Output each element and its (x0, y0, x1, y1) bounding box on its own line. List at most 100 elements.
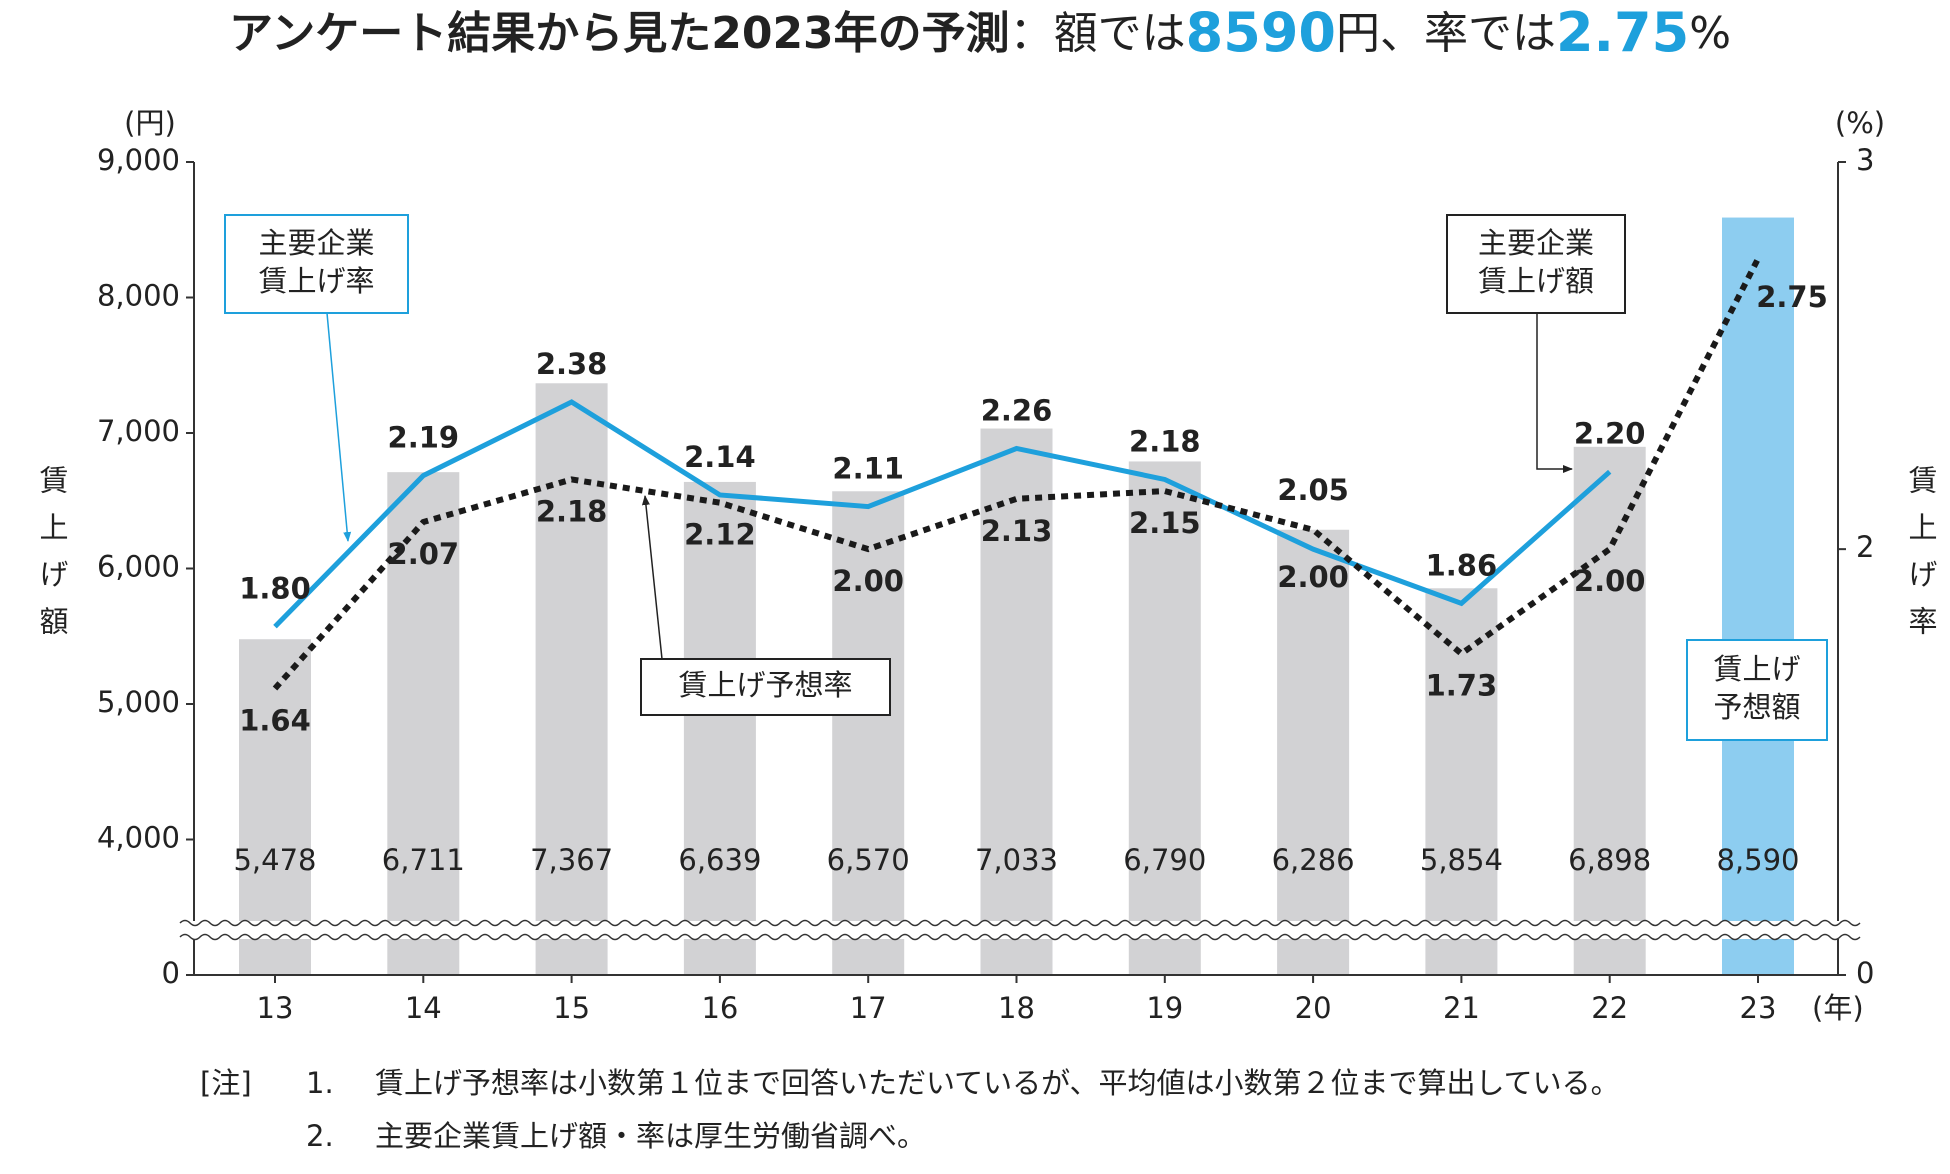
line-value-label: 2.75 (1756, 280, 1828, 314)
y2-tick-label: 3 (1856, 143, 1874, 177)
x-tick-label: 13 (257, 991, 294, 1025)
y2-unit: (%) (1835, 106, 1885, 140)
notes-label: [注] (200, 1066, 252, 1100)
line-value-label: 1.86 (1426, 548, 1498, 582)
legend-label: 主要企業 (258, 226, 374, 260)
x-tick-label: 18 (998, 991, 1035, 1025)
legend-label: 賃上げ額 (1478, 264, 1594, 298)
bar (1277, 529, 1350, 975)
bar (1128, 461, 1201, 976)
note-text: 主要企業賃上げ額・率は厚生労働省調べ。 (375, 1119, 926, 1153)
title-part: アンケート結果から見た2023年の予測 (229, 8, 1010, 59)
legend-label: 主要企業 (1478, 226, 1594, 260)
line (273, 399, 1612, 629)
bar-value-label: 7,367 (530, 843, 613, 877)
line-value-label: 2.00 (832, 564, 904, 598)
chart-title: アンケート結果から見た2023年の予測：額では8590円、率では2.75% (229, 1, 1731, 64)
y-tick-label: 0 (162, 956, 180, 990)
y-tick-label: 4,000 (97, 821, 180, 855)
note-number: 1. (306, 1066, 334, 1100)
bar-value-label: 6,570 (827, 843, 910, 877)
x-tick-label: 15 (553, 991, 590, 1025)
line-value-label: 2.07 (388, 537, 460, 571)
bar-value-label: 6,286 (1272, 843, 1355, 877)
line-value-label: 2.00 (1277, 560, 1349, 594)
bar (683, 481, 756, 975)
bar (1573, 446, 1646, 975)
y-tick-label: 9,000 (97, 143, 180, 177)
dotted-line (272, 257, 1761, 691)
bar (387, 472, 460, 975)
y-tick-label: 7,000 (97, 414, 180, 448)
y2-axis-label: 賃上げ率 (1904, 465, 1938, 653)
bar-value-label: 6,790 (1123, 843, 1206, 877)
x-tick-label: 21 (1443, 991, 1480, 1025)
line-value-label: 2.18 (536, 494, 608, 528)
y-unit: (円) (124, 106, 176, 140)
line-value-label: 2.15 (1129, 506, 1201, 540)
legend-pointer (1536, 313, 1573, 473)
x-tick-label: 20 (1295, 991, 1332, 1025)
axis-break (179, 933, 1861, 941)
bar (239, 639, 311, 975)
bar-value-label: 5,478 (233, 843, 316, 877)
note-text: 賃上げ予想率は小数第１位まで回答いただいているが、平均値は小数第２位まで算出して… (375, 1066, 1620, 1100)
bar (832, 491, 905, 975)
bar (535, 383, 608, 976)
title-part: ：額では (1010, 8, 1186, 59)
x-tick-label: 14 (405, 991, 442, 1025)
line-value-label: 2.14 (684, 440, 756, 474)
title-part: 円、率では (1336, 8, 1556, 59)
line-value-label: 2.20 (1574, 417, 1646, 451)
line-value-label: 1.80 (239, 572, 311, 606)
line-value-label: 2.12 (684, 518, 756, 552)
x-tick-label: 17 (850, 991, 887, 1025)
bar-value-label: 5,854 (1420, 843, 1503, 877)
title-part: % (1689, 8, 1731, 59)
y2-tick-label: 2 (1856, 530, 1874, 564)
bar-value-label: 6,639 (678, 843, 761, 877)
line-value-label: 1.73 (1426, 669, 1498, 703)
axis-break (179, 919, 1861, 927)
line-value-label: 2.18 (1129, 424, 1201, 458)
x-tick-label: 19 (1146, 991, 1183, 1025)
bar-value-label: 6,898 (1568, 843, 1651, 877)
title-highlight: 8590 (1186, 1, 1336, 64)
bar (1722, 217, 1794, 975)
line-value-label: 2.19 (388, 421, 460, 455)
line-value-label: 2.13 (981, 514, 1053, 548)
legend-box (224, 214, 409, 314)
x-tick-label: 16 (701, 991, 738, 1025)
x-tick-label: 23 (1740, 991, 1777, 1025)
bar-value-label: 7,033 (975, 843, 1058, 877)
x-tick-label: 22 (1591, 991, 1628, 1025)
bar (980, 428, 1053, 975)
x-unit: (年) (1812, 991, 1864, 1025)
legend-label: 賃上げ率 (258, 264, 374, 298)
y-tick-label: 6,000 (97, 550, 180, 584)
line-value-label: 2.00 (1574, 564, 1646, 598)
legend-box (1446, 214, 1626, 314)
y-tick-label: 5,000 (97, 685, 180, 719)
note-number: 2. (306, 1119, 334, 1153)
y2-tick-label: 0 (1856, 956, 1874, 990)
bar-value-label: 8,590 (1716, 843, 1799, 877)
line-value-label: 2.05 (1277, 473, 1349, 507)
title-highlight: 2.75 (1556, 1, 1689, 64)
bar-value-label: 6,711 (382, 843, 465, 877)
line-value-label: 2.38 (536, 347, 608, 381)
line-value-label: 2.11 (832, 452, 904, 486)
bar (1425, 588, 1498, 975)
line-value-label: 1.64 (239, 704, 311, 738)
y-tick-label: 8,000 (97, 279, 180, 313)
y-axis-label: 賃上げ額 (35, 465, 69, 653)
legend-pointer (641, 495, 663, 660)
legend-label: 予想額 (1713, 690, 1800, 724)
legend-box (640, 658, 891, 716)
line-value-label: 2.26 (981, 393, 1053, 427)
legend-label: 賃上げ (1713, 652, 1800, 686)
legend-label: 賃上げ予想率 (678, 668, 852, 702)
legend-pointer (326, 312, 352, 542)
legend-box (1686, 639, 1828, 741)
